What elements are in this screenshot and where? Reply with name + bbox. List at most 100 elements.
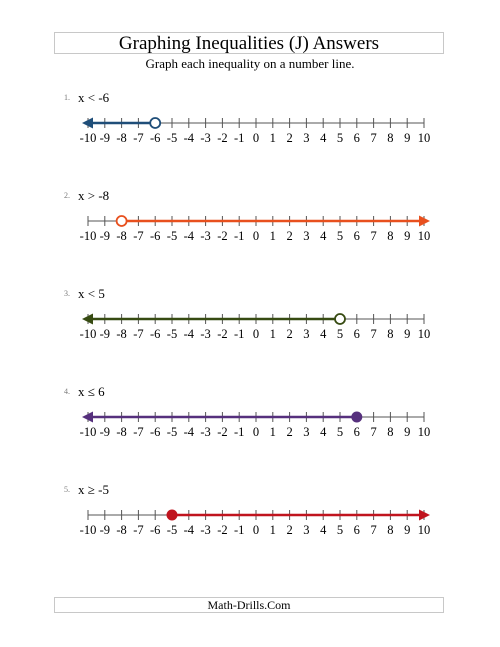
- tick-label: 1: [270, 523, 276, 537]
- problem-2: 2. x > -8 -10 -9 -8 -7 -6 -5 -4 -3 -2 -1 0 1 2 3 4 5 6 7 8…: [0, 189, 500, 259]
- tick-label: 9: [404, 327, 410, 341]
- tick-label: -2: [217, 523, 227, 537]
- tick-label: -10: [80, 425, 97, 439]
- tick-label: -2: [217, 327, 227, 341]
- tick-label: -7: [133, 523, 143, 537]
- tick-label: -7: [133, 425, 143, 439]
- tick-label: -6: [150, 327, 160, 341]
- tick-label: 10: [418, 327, 431, 341]
- tick-label: 0: [253, 131, 259, 145]
- tick-label: 2: [286, 229, 292, 243]
- tick-label: -8: [116, 523, 126, 537]
- tick-label: 7: [370, 131, 376, 145]
- number-line-graph: -10 -9 -8 -7 -6 -5 -4 -3 -2 -1 0 1 2 3 4 5 6 7 8 9 10: [80, 509, 431, 537]
- tick-label: -7: [133, 131, 143, 145]
- ray-arrowhead: [82, 411, 93, 423]
- tick-label: -6: [150, 523, 160, 537]
- tick-label: 5: [337, 131, 343, 145]
- tick-label: -5: [167, 131, 177, 145]
- tick-label: -4: [184, 523, 195, 537]
- tick-label: 1: [270, 229, 276, 243]
- tick-label: 4: [320, 327, 327, 341]
- tick-label: 0: [253, 229, 259, 243]
- tick-label: 6: [354, 131, 360, 145]
- number-line-graph: -10 -9 -8 -7 -6 -5 -4 -3 -2 -1 0 1 2 3 4 5 6 7 8 9 10: [80, 411, 430, 439]
- open-endpoint: [149, 117, 162, 129]
- problem-number: 4.: [64, 387, 70, 396]
- tick-label: -4: [184, 131, 195, 145]
- problem-inequality: x < 5: [78, 286, 105, 301]
- tick-label: -5: [167, 229, 177, 243]
- tick-label: 3: [303, 327, 309, 341]
- tick-label: 9: [404, 131, 410, 145]
- number-line-graph: -10 -9 -8 -7 -6 -5 -4 -3 -2 -1 0 1 2 3 4 5 6 7 8 9 10: [80, 313, 431, 341]
- tick-label: 8: [387, 523, 393, 537]
- tick-label: 10: [418, 131, 431, 145]
- tick-label: 7: [370, 425, 376, 439]
- number-line-graph: -10 -9 -8 -7 -6 -5 -4 -3 -2 -1 0 1 2 3 4 5 6 7 8 9 10: [80, 215, 431, 243]
- tick-label: 7: [370, 523, 376, 537]
- ray-arrowhead: [82, 313, 93, 325]
- tick-label: -6: [150, 131, 160, 145]
- tick-label: -7: [133, 229, 143, 243]
- tick-label: -2: [217, 425, 227, 439]
- tick-label: 7: [370, 229, 376, 243]
- tick-label: -5: [167, 425, 177, 439]
- problem-number: 1.: [64, 93, 70, 102]
- tick-label: 1: [270, 131, 276, 145]
- footer-site-name: Math-Drills.Com: [54, 597, 444, 613]
- tick-label: 3: [303, 425, 309, 439]
- tick-label: 3: [303, 523, 309, 537]
- tick-label: 10: [418, 523, 431, 537]
- tick-label: -10: [80, 131, 97, 145]
- tick-label: 4: [320, 131, 327, 145]
- problem-number: 2.: [64, 191, 70, 200]
- tick-label: -10: [80, 523, 97, 537]
- closed-endpoint: [166, 509, 178, 521]
- tick-label: 0: [253, 327, 259, 341]
- tick-label: 7: [370, 327, 376, 341]
- ray-arrowhead: [419, 509, 430, 521]
- tick-label: 5: [337, 425, 343, 439]
- tick-label: 5: [337, 327, 343, 341]
- open-endpoint: [115, 215, 128, 227]
- tick-label: -9: [100, 229, 110, 243]
- problem-inequality: x > -8: [78, 188, 110, 203]
- tick-label: 9: [404, 229, 410, 243]
- tick-label: 0: [253, 425, 259, 439]
- tick-label: 8: [387, 131, 393, 145]
- tick-label: 9: [404, 425, 410, 439]
- tick-label: -8: [116, 229, 126, 243]
- problem-3: 3. x < 5 -10 -9 -8 -7 -6 -5 -4 -3 -2 -1 0 1 2 3 4 5 6 7 8 9…: [0, 287, 500, 357]
- tick-label: 2: [286, 131, 292, 145]
- tick-label: 9: [404, 523, 410, 537]
- ray-arrowhead: [82, 117, 93, 129]
- tick-label: 2: [286, 327, 292, 341]
- tick-label: 4: [320, 229, 327, 243]
- tick-label: -9: [100, 131, 110, 145]
- tick-label: -9: [100, 425, 110, 439]
- tick-label: -1: [234, 327, 244, 341]
- tick-label: 5: [337, 523, 343, 537]
- problem-5: 5. x ≥ -5 -10 -9 -8 -7 -6 -5 -4 -3 -2 -1 0 1 2 3 4 5 6 7 8…: [0, 483, 500, 553]
- tick-label: -1: [234, 523, 244, 537]
- tick-label: 0: [253, 523, 259, 537]
- closed-endpoint: [351, 411, 363, 423]
- tick-label: 6: [354, 523, 360, 537]
- worksheet-instructions: Graph each inequality on a number line.: [145, 56, 355, 71]
- tick-label: -3: [200, 523, 210, 537]
- tick-label: -1: [234, 131, 244, 145]
- tick-label: -5: [167, 327, 177, 341]
- tick-label: 6: [354, 327, 360, 341]
- tick-label: -4: [184, 229, 195, 243]
- tick-label: 10: [418, 229, 431, 243]
- tick-label: 6: [354, 229, 360, 243]
- tick-label: -3: [200, 131, 210, 145]
- tick-label: 4: [320, 425, 327, 439]
- tick-label: -6: [150, 425, 160, 439]
- tick-label: -9: [100, 327, 110, 341]
- tick-label: 3: [303, 131, 309, 145]
- problem-inequality: x ≥ -5: [78, 482, 109, 497]
- tick-label: -10: [80, 327, 97, 341]
- tick-label: 8: [387, 327, 393, 341]
